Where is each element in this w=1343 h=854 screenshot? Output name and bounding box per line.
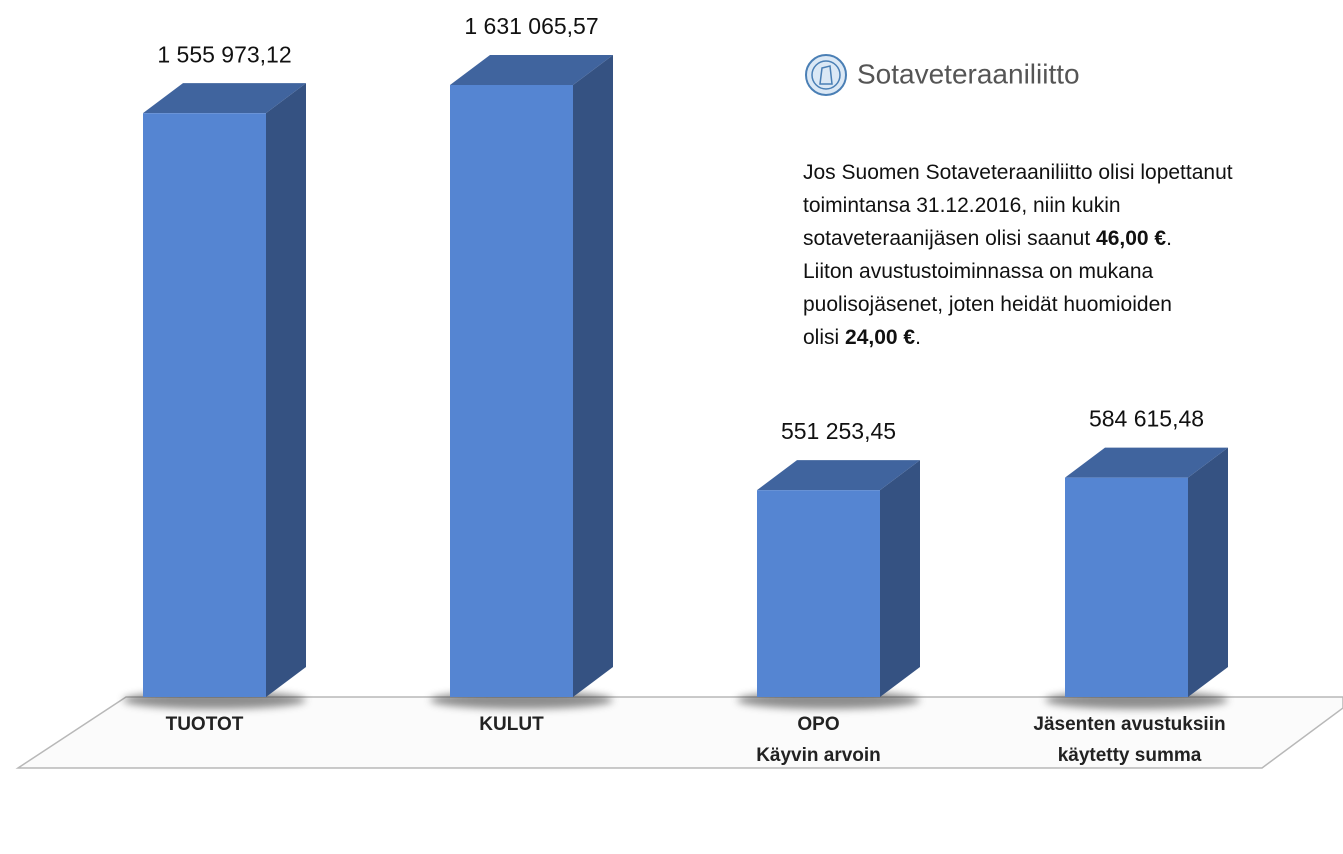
x-tick-label: Jäsenten avustuksiin [1033,714,1225,735]
note-segment: Jos Suomen Sotaveteraaniliitto olisi lop… [803,161,1233,184]
note-text: Jos Suomen Sotaveteraaniliitto olisi lop… [803,156,1233,354]
x-tick-label: KULUT [479,714,544,735]
bar-top [1065,447,1228,478]
note-line: olisi 24,00 €. [803,321,1233,354]
bar-front [757,490,880,697]
bar-side [1188,447,1228,697]
bar [143,83,306,698]
note-segment: 46,00 € [1096,227,1167,250]
bar-top [143,83,306,114]
bar [757,460,920,697]
x-tick-label: TUOTOT [166,714,244,735]
note-segment: sotaveteraanijäsen olisi saanut [803,227,1097,250]
note-segment: olisi [803,326,846,349]
note-line: puolisojäsenet, joten heidät huomioiden [803,288,1233,321]
value-label: 551 253,45 [781,418,896,444]
note-segment: 24,00 € [845,326,916,349]
value-label: 1 631 065,57 [464,13,598,39]
note-line: sotaveteraanijäsen olisi saanut 46,00 €. [803,222,1233,255]
note-segment: . [1166,227,1172,250]
bar-front [143,113,266,698]
note-line: Jos Suomen Sotaveteraaniliitto olisi lop… [803,156,1233,189]
bar-side [880,460,920,697]
note-line: toimintansa 31.12.2016, niin kukin [803,189,1233,222]
bar-front [1065,477,1188,697]
logo [805,54,847,96]
x-tick-label: OPO [797,714,839,735]
bar [1065,447,1228,697]
note-segment: toimintansa 31.12.2016, niin kukin [803,194,1121,217]
x-tick-label: käytetty summa [1058,745,1202,766]
bar-side [266,83,306,698]
value-label: 584 615,48 [1089,406,1204,432]
value-label: 1 555 973,12 [157,41,291,67]
x-tick-label: Käyvin arvoin [756,745,881,766]
note-segment: . [915,326,921,349]
floor [15,696,1343,769]
bar-side [573,55,613,697]
note-segment: puolisojäsenet, joten heidät huomioiden [803,293,1172,316]
note-segment: Liiton avustustoiminnassa on mukana [803,260,1154,283]
bar-front [450,85,573,697]
bar-top [757,460,920,491]
note-title: Sotaveteraaniliitto [857,58,1080,89]
bar [450,55,613,697]
bar-top [450,55,613,85]
note-line: Liiton avustustoiminnassa on mukana [803,255,1233,288]
